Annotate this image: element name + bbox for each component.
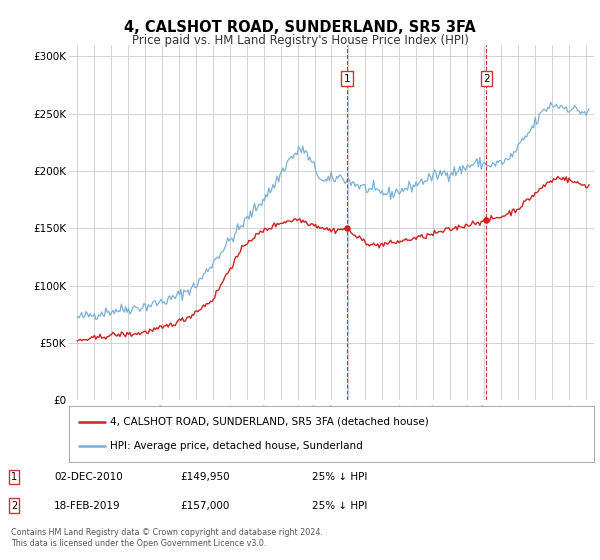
Text: 4, CALSHOT ROAD, SUNDERLAND, SR5 3FA (detached house): 4, CALSHOT ROAD, SUNDERLAND, SR5 3FA (de… (110, 417, 428, 427)
Text: Contains HM Land Registry data © Crown copyright and database right 2024.
This d: Contains HM Land Registry data © Crown c… (11, 528, 323, 548)
Point (342, 224, 352, 233)
Text: £149,950: £149,950 (180, 472, 230, 482)
Text: £157,000: £157,000 (180, 501, 229, 511)
Text: 1: 1 (344, 73, 350, 83)
Text: 02-DEC-2010: 02-DEC-2010 (54, 472, 123, 482)
Text: 2: 2 (483, 73, 490, 83)
Text: 25% ↓ HPI: 25% ↓ HPI (312, 472, 367, 482)
Point (481, 216, 491, 225)
Text: 1: 1 (11, 472, 17, 482)
Text: 18-FEB-2019: 18-FEB-2019 (54, 501, 121, 511)
Text: 2: 2 (11, 501, 17, 511)
Text: Price paid vs. HM Land Registry's House Price Index (HPI): Price paid vs. HM Land Registry's House … (131, 34, 469, 46)
Text: 4, CALSHOT ROAD, SUNDERLAND, SR5 3FA: 4, CALSHOT ROAD, SUNDERLAND, SR5 3FA (124, 20, 476, 35)
Text: 25% ↓ HPI: 25% ↓ HPI (312, 501, 367, 511)
Text: HPI: Average price, detached house, Sunderland: HPI: Average price, detached house, Sund… (110, 441, 362, 451)
